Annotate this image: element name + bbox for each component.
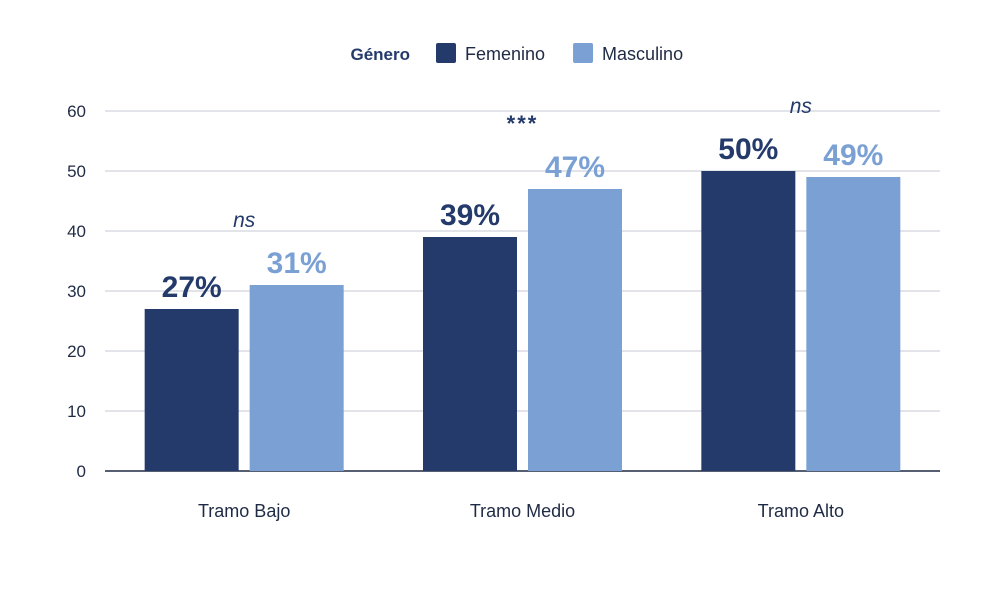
bar-femenino-1	[144, 309, 239, 471]
y-tick-label: 60	[67, 102, 86, 121]
legend-label-femenino: Femenino	[465, 44, 545, 64]
grid-layer: 0 10 20 30 40 50 60	[67, 102, 940, 481]
significance-label: ***	[507, 111, 539, 136]
y-tick-label: 50	[67, 162, 86, 181]
bar-masculino-2	[528, 189, 622, 471]
legend-swatch-femenino	[436, 43, 456, 63]
significance-label: ns	[233, 209, 256, 232]
data-label-masculino-1: 31%	[267, 247, 327, 280]
data-label-masculino-3: 49%	[823, 139, 883, 172]
y-tick-label: 10	[67, 402, 86, 421]
x-category-label: Tramo Bajo	[198, 501, 290, 521]
data-label-femenino-2: 39%	[440, 199, 500, 232]
data-label-femenino-3: 50%	[718, 133, 778, 166]
y-tick-label: 40	[67, 222, 86, 241]
data-label-femenino-1: 27%	[162, 271, 222, 304]
y-tick-label: 0	[77, 462, 86, 481]
x-category-label: Tramo Medio	[470, 501, 575, 521]
labels-layer: 27% 31% ns Tramo Bajo 39% 47%*** Tramo Medio 50…	[162, 95, 884, 521]
legend: Género Femenino Masculino	[350, 43, 683, 64]
legend-label-masculino: Masculino	[602, 44, 683, 64]
bar-femenino-3	[701, 171, 796, 471]
significance-label: ns	[790, 95, 813, 118]
legend-title: Género	[350, 45, 410, 64]
bars-layer	[144, 171, 901, 471]
y-tick-label: 30	[67, 282, 86, 301]
bar-masculino-1	[249, 285, 344, 471]
bar-femenino-2	[423, 237, 517, 471]
y-tick-label: 20	[67, 342, 86, 361]
data-label-masculino-2: 47%	[545, 151, 605, 184]
bar-masculino-3	[806, 177, 901, 471]
x-category-label: Tramo Alto	[758, 501, 844, 521]
legend-swatch-masculino	[573, 43, 594, 63]
